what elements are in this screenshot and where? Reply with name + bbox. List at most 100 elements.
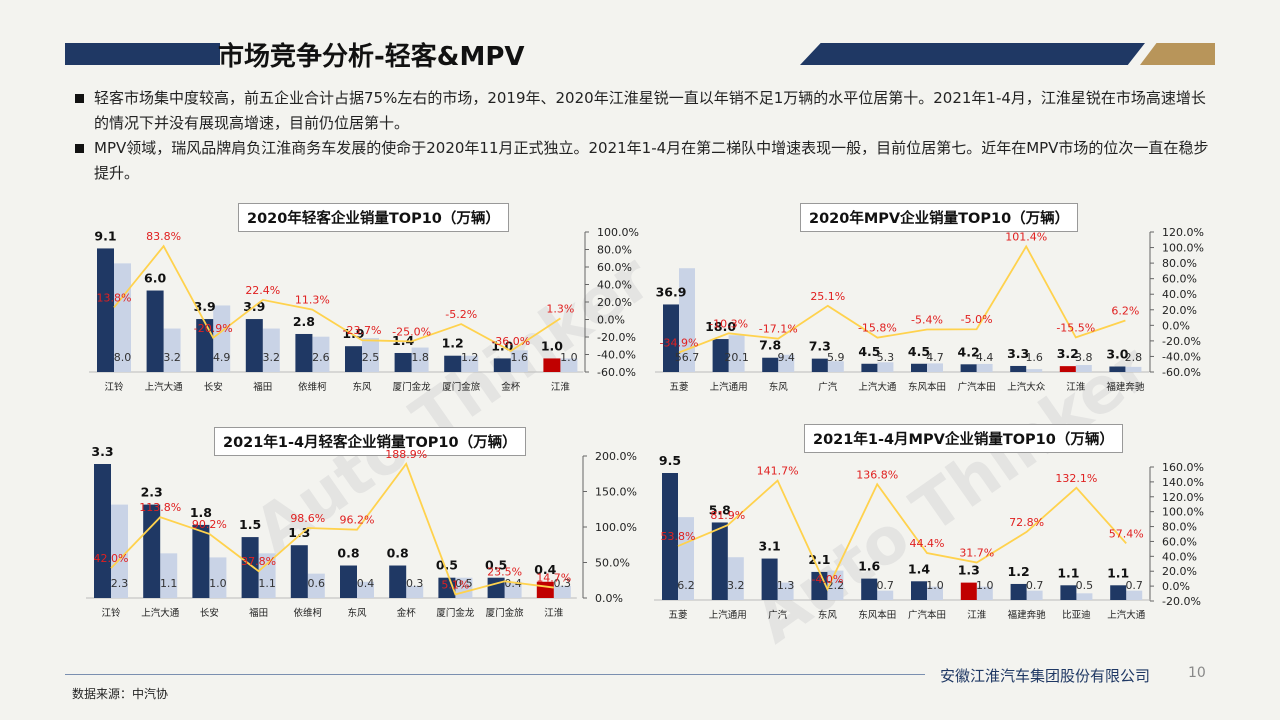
bar-secondary-label: 0.3 [554,577,572,590]
growth-line [678,244,1126,354]
chart-title: 2020年轻客企业销量TOP10（万辆） [238,203,509,232]
bar-previous-period [1075,365,1092,372]
bar-secondary-label: 3.2 [263,351,281,364]
page-number: 10 [1188,665,1206,681]
header-bar-left [65,43,220,65]
bar-secondary-label: 0.7 [1026,579,1044,592]
bar-value-label: 0.4 [534,562,556,577]
bar-current-period [662,473,678,600]
bar-secondary-label: 1.0 [926,579,944,592]
growth-pct-label: 31.7% [959,547,994,560]
growth-pct-label: -5.2% [445,308,477,321]
growth-pct-label: -5.4% [911,314,943,327]
y2-tick-label: 100.0% [1162,506,1204,519]
bar-previous-period [406,585,424,598]
bar-previous-period [213,305,231,372]
bar-previous-period [111,504,128,598]
company-name: 安徽江淮汽车集团股份有限公司 [940,667,1151,685]
x-tick-label: 五菱 [668,609,688,621]
growth-line [110,462,554,596]
x-tick-label: 五菱 [669,381,689,393]
bar-current-period [761,558,778,600]
x-tick-label: 江淮 [544,608,564,619]
bar-previous-period [312,336,330,372]
bar-value-label: 6.0 [144,271,166,286]
bar-value-label: 1.1 [1107,565,1129,580]
y2-tick-label: 100.0% [597,226,639,239]
bar-previous-period [560,358,578,372]
bar-current-period [543,358,561,372]
x-tick-label: 江淮 [1066,382,1086,393]
x-tick-label: 上汽通用 [710,381,748,393]
bar-current-period [394,352,412,372]
bar-previous-period [258,553,276,598]
bar-secondary-label: 1.0 [976,579,994,592]
footer-line [65,674,925,675]
growth-pct-label: 136.8% [856,468,898,481]
bar-value-label: 7.3 [809,339,831,354]
x-tick-label: 长安 [200,607,219,619]
bar-current-period [196,319,214,372]
x-tick-label: 东风 [818,609,838,621]
x-tick-label: 广汽本田 [908,609,946,621]
growth-pct-label: 6.2% [1111,305,1139,318]
chart-title: 2021年1-4月轻客企业销量TOP10（万辆） [214,427,526,456]
growth-line [677,479,1127,592]
x-tick-label: 厦门金旅 [442,381,481,393]
x-tick-label: 金杯 [397,607,417,619]
y2-tick-label: 120.0% [1162,491,1204,504]
bullet-text: MPV领域，瑞风品牌肩负江淮商务车发展的使命于2020年11月正式独立。2021… [94,139,1209,182]
bar-secondary-label: 1.3 [777,579,795,592]
y2-tick-label: 50.0% [595,557,630,570]
bar-secondary-label: 0.4 [357,577,375,590]
bar-previous-period [307,573,325,598]
bar-value-label: 5.8 [709,502,731,517]
bar-secondary-label: 2.8 [1125,351,1143,364]
bar-secondary-label: 3.2 [163,351,181,364]
bar-previous-period [1026,369,1043,372]
bar-secondary-label: 56.7 [675,351,700,364]
bar-value-label: 0.8 [387,546,409,561]
x-tick-label: 金杯 [501,381,521,393]
bar-previous-period [727,557,744,600]
bar-secondary-label: 0.5 [1076,579,1094,592]
bar-previous-period [209,557,227,598]
growth-pct-label: 42.0% [94,552,129,565]
bar-value-label: 3.1 [759,539,781,554]
bar-previous-period [163,328,181,372]
growth-pct-label: 83.8% [146,230,181,243]
bar-current-period [1060,585,1077,600]
bar-value-label: 3.3 [91,444,113,459]
chart-title: 2020年MPV企业销量TOP10（万辆） [800,203,1079,232]
bar-secondary-label: 5.3 [877,351,895,364]
bar-secondary-label: 0.4 [504,577,522,590]
bar-value-label: 0.5 [436,558,458,573]
data-source: 数据来源：中汽协 [72,687,169,701]
bar-value-label: 1.2 [442,336,464,351]
bar-previous-period [553,585,571,598]
y2-tick-label: 40.0% [1162,288,1197,301]
bar-value-label: 2.3 [141,485,163,500]
bar-secondary-label: 0.7 [876,579,894,592]
bar-secondary-label: 2.5 [362,351,380,364]
bar-previous-period [262,328,280,372]
y2-tick-label: 150.0% [595,486,637,499]
bar-current-period [861,578,878,600]
bar-secondary-label: 1.1 [160,577,178,590]
x-tick-label: 上汽大通 [145,381,184,393]
bar-current-period [861,363,878,372]
bar-secondary-label: 4.9 [213,351,231,364]
bar-previous-period [160,553,178,598]
bar-previous-period [1126,590,1143,600]
bar-secondary-label: 1.8 [411,351,429,364]
bar-current-period [811,358,828,372]
growth-pct-label: 14.7% [536,572,571,585]
bar-current-period [444,355,462,372]
bar-secondary-label: 6.2 [677,579,695,592]
bar-value-label: 4.5 [858,344,880,359]
bar-current-period [711,522,728,600]
bar-current-period [1110,585,1127,600]
growth-pct-label: -4.0% [811,573,843,586]
bar-previous-period [976,363,993,372]
